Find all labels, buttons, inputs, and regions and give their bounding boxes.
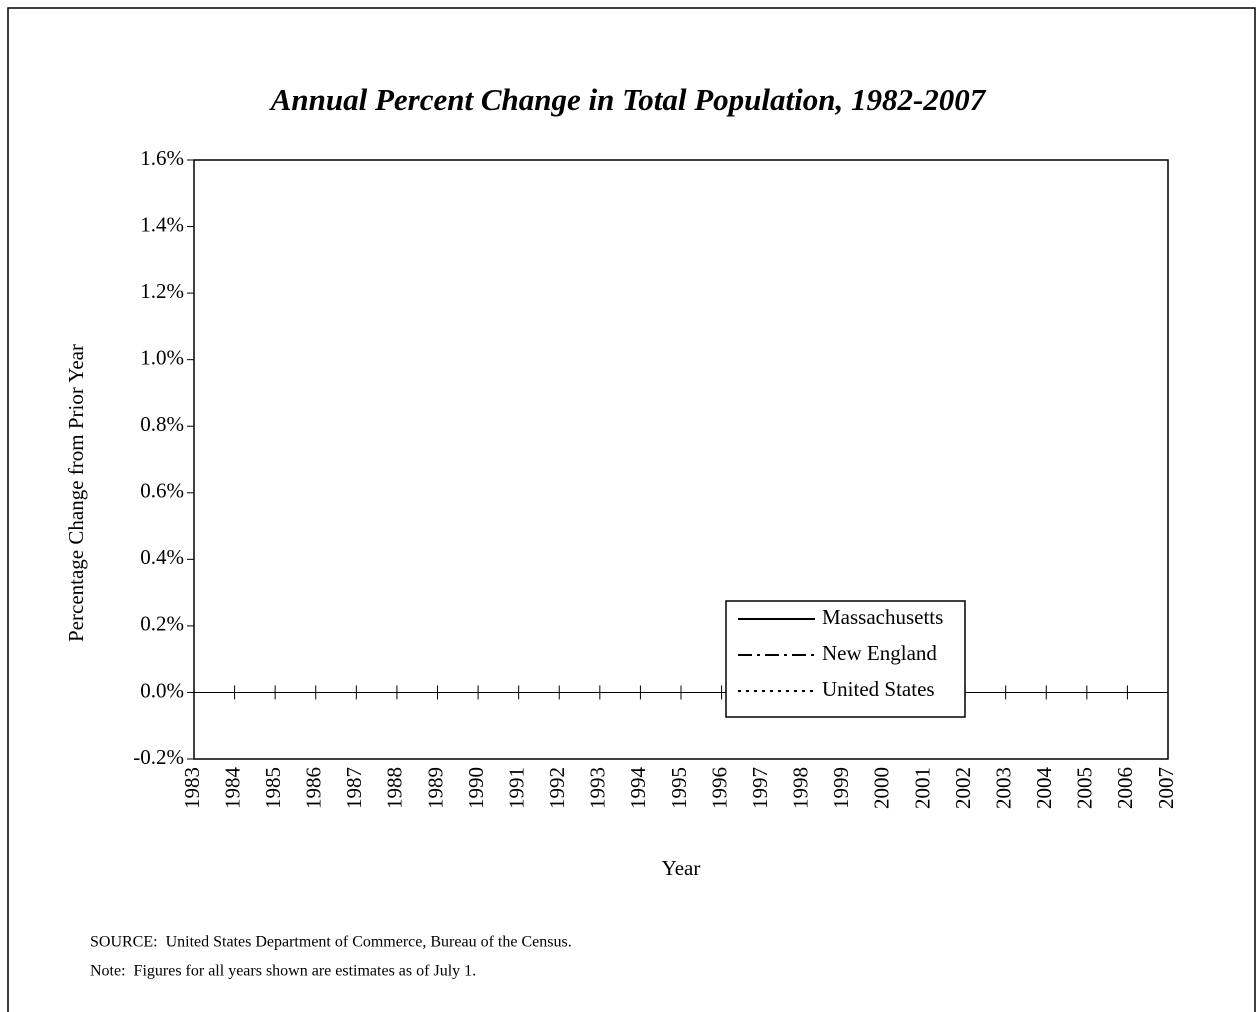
- x-tick-label: 1992: [545, 767, 569, 809]
- x-tick-label: 1994: [626, 767, 650, 810]
- chart-title: Annual Percent Change in Total Populatio…: [269, 82, 987, 117]
- legend-label: New England: [822, 641, 937, 665]
- y-tick-label: 0.6%: [140, 479, 184, 503]
- y-tick-label: 1.2%: [140, 279, 184, 303]
- x-tick-label: 1999: [829, 767, 853, 809]
- x-tick-label: 1986: [302, 767, 326, 809]
- x-tick-label: 2006: [1113, 767, 1137, 809]
- x-tick-label: 1984: [220, 767, 244, 810]
- x-tick-label: 2000: [870, 767, 894, 809]
- x-tick-label: 1993: [586, 767, 610, 809]
- y-tick-label: 1.0%: [140, 345, 184, 369]
- legend-label: United States: [822, 677, 935, 701]
- y-axis-label: Percentage Change from Prior Year: [64, 344, 88, 642]
- x-tick-label: 1991: [504, 767, 528, 809]
- x-tick-label: 1989: [423, 767, 447, 809]
- x-tick-label: 2003: [991, 767, 1015, 809]
- x-tick-label: 2001: [910, 767, 934, 809]
- x-tick-label: 1996: [707, 767, 731, 809]
- source-note: SOURCE: United States Department of Comm…: [90, 934, 572, 951]
- x-axis-label: Year: [662, 856, 701, 880]
- y-tick-label: -0.2%: [133, 745, 184, 769]
- x-tick-label: 1997: [748, 767, 772, 809]
- y-tick-label: 1.6%: [140, 146, 184, 170]
- x-tick-label: 2007: [1154, 767, 1178, 809]
- y-tick-label: 0.2%: [140, 612, 184, 636]
- x-tick-label: 2002: [951, 767, 975, 809]
- x-tick-label: 1990: [464, 767, 488, 809]
- x-tick-label: 1985: [261, 767, 285, 809]
- x-tick-label: 1998: [789, 767, 813, 809]
- plot-area: [193, 159, 1169, 760]
- frame: [7, 7, 1256, 1012]
- y-tick-label: 0.0%: [140, 678, 184, 702]
- x-tick-label: 2004: [1032, 767, 1056, 810]
- x-tick-label: 1983: [180, 767, 204, 809]
- x-tick-label: 1987: [342, 767, 366, 809]
- x-tick-label: 1995: [667, 767, 691, 809]
- y-tick-label: 0.8%: [140, 412, 184, 436]
- y-tick-label: 0.4%: [140, 545, 184, 569]
- x-tick-label: 2005: [1073, 767, 1097, 809]
- legend-box: [725, 600, 966, 718]
- y-tick-label: 1.4%: [140, 212, 184, 236]
- legend-label: Massachusetts: [822, 605, 943, 629]
- x-tick-label: 1988: [383, 767, 407, 809]
- footnote: Note: Figures for all years shown are es…: [90, 963, 476, 980]
